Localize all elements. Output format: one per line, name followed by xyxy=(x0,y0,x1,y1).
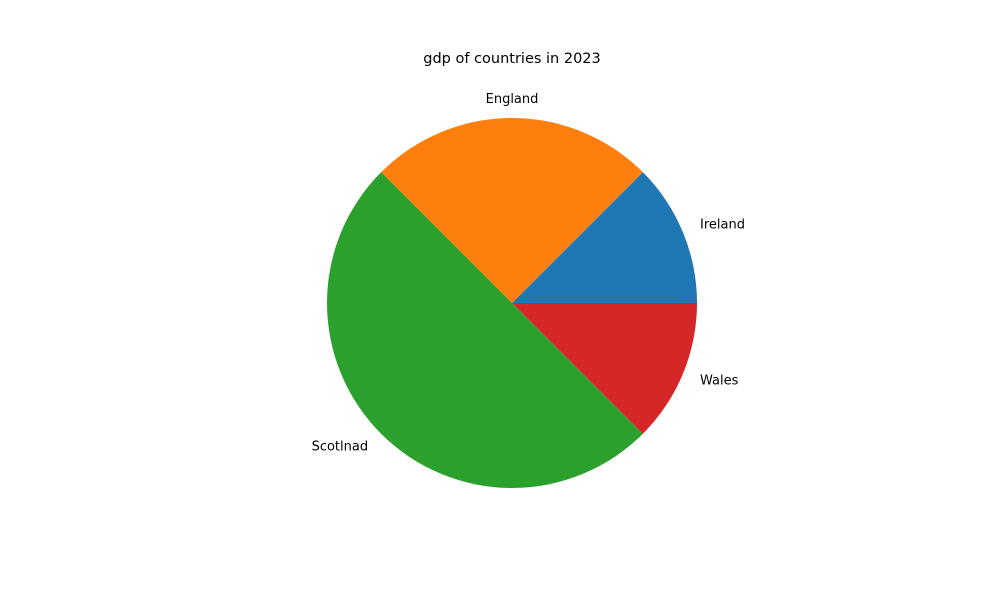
pie-slice-wales xyxy=(512,303,697,434)
chart-title: gdp of countries in 2023 xyxy=(423,51,601,67)
pie-slice-scotlnad xyxy=(327,172,643,488)
pie-slices xyxy=(327,118,697,488)
pie-label-ireland: Ireland xyxy=(700,218,745,233)
pie-slice-ireland xyxy=(512,172,697,303)
pie-label-scotlnad: Scotlnad xyxy=(312,439,369,454)
pie-labels: Ireland England Scotlnad Wales xyxy=(312,92,745,454)
pie-label-england: England xyxy=(486,92,539,107)
pie-label-wales: Wales xyxy=(700,373,739,388)
pie-slice-england xyxy=(381,118,643,304)
